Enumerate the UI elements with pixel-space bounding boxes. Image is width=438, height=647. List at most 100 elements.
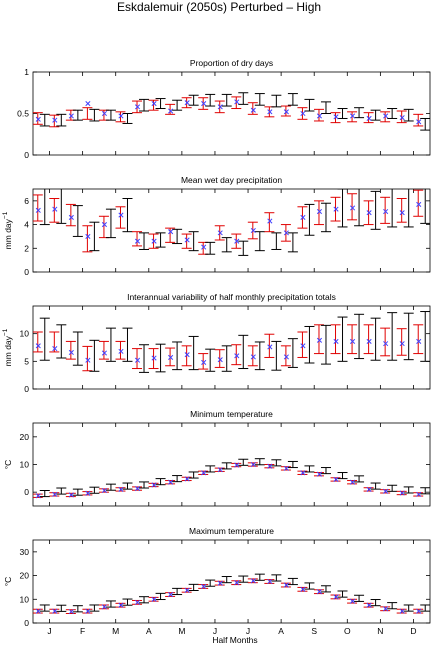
- cross-marker-b: [184, 587, 190, 593]
- cross-marker-b: [300, 110, 306, 117]
- cross-marker-b: [399, 341, 405, 347]
- cross-marker-b: [101, 222, 107, 228]
- x-tick-label: A: [278, 626, 284, 636]
- cross-marker-b: [134, 486, 141, 492]
- chart-title: Mean wet day precipitation: [181, 175, 282, 185]
- cross-marker-b: [316, 208, 323, 215]
- y-axis-label-text: mm day: [3, 218, 13, 249]
- y-tick-label: 6: [24, 196, 29, 206]
- cross-marker-b: [300, 214, 306, 221]
- cross-marker-b: [151, 238, 157, 244]
- cross-marker-b: [52, 206, 58, 212]
- x-tick-label: F: [80, 626, 85, 636]
- data-series: [33, 189, 430, 256]
- cross-marker-b: [134, 357, 141, 363]
- cross-marker-b: [85, 490, 91, 496]
- x-axis-label: Half Months: [212, 635, 257, 645]
- cross-marker-b: [350, 598, 356, 604]
- figure-title: Eskdalemuir (2050s) Perturbed – High: [117, 0, 321, 14]
- cross-marker-b: [168, 108, 174, 114]
- cross-marker-b: [168, 354, 174, 361]
- cross-marker-b: [201, 470, 207, 476]
- cross-marker-b: [267, 578, 273, 585]
- cross-marker-b: [184, 476, 190, 482]
- cross-marker-b: [366, 338, 372, 344]
- cross-marker-b: [52, 608, 58, 614]
- cross-marker-b: [234, 580, 240, 586]
- cross-marker-b: [283, 465, 289, 471]
- x-tick-label: A: [146, 626, 152, 636]
- cross-marker-b: [201, 359, 207, 365]
- y-tick-label: 1: [24, 67, 29, 77]
- cross-marker-b: [383, 606, 389, 612]
- y-axis-label-text: °C: [3, 460, 13, 470]
- cross-marker-b: [316, 471, 323, 477]
- x-tick-label: D: [410, 626, 416, 636]
- y-axis-label-superscript: −1: [2, 328, 9, 336]
- data-series: [33, 311, 430, 373]
- chart-panel-1: Mean wet day precipitation 0 2 4 6 mm day−1: [2, 175, 431, 277]
- cross-marker-b: [168, 591, 174, 598]
- cross-marker-b: [68, 214, 74, 221]
- cross-marker-b: [184, 352, 190, 358]
- cross-marker-b: [101, 110, 107, 117]
- cross-marker-b: [151, 355, 157, 361]
- cross-marker-b: [118, 212, 124, 218]
- chart-title: Minimum temperature: [190, 409, 273, 419]
- cross-marker-b: [333, 476, 339, 482]
- cross-marker-b: [416, 119, 422, 125]
- cross-marker-b: [101, 350, 107, 356]
- cross-marker-b: [35, 343, 41, 349]
- cross-marker-b: [35, 493, 41, 499]
- y-tick-label: 20: [20, 432, 30, 442]
- cross-marker-b: [134, 238, 141, 244]
- cross-marker-b: [101, 604, 107, 610]
- cross-marker-b: [118, 602, 124, 608]
- x-tick-label: S: [311, 626, 317, 636]
- cross-marker-b: [217, 467, 223, 473]
- y-tick-label: 0.5: [17, 109, 29, 119]
- cross-marker-b: [234, 462, 240, 468]
- cross-marker-b: [350, 113, 356, 119]
- chart-title: Interannual variability of half monthly …: [127, 292, 336, 302]
- cross-marker-b: [267, 463, 273, 469]
- cross-marker-b: [68, 609, 74, 615]
- cross-marker-b: [316, 113, 323, 119]
- cross-marker-b: [101, 487, 107, 494]
- cross-marker-b: [383, 113, 389, 119]
- cross-marker-b: [35, 608, 41, 614]
- y-axis-label: mm day−1: [2, 328, 13, 366]
- cross-marker-b: [350, 338, 356, 344]
- cross-marker-b: [35, 207, 41, 213]
- y-tick-label: 10: [20, 594, 30, 604]
- cross-marker-b: [250, 461, 256, 468]
- cross-marker-b: [52, 491, 58, 497]
- cross-marker-b: [399, 115, 405, 121]
- chart-panel-2: Interannual variability of half monthly …: [2, 292, 431, 394]
- cross-marker-b: [300, 470, 306, 476]
- chart-panels: Proportion of dry days 0 0.5 1 Mean wet day …: [2, 58, 431, 636]
- y-tick-label: 0: [24, 618, 29, 628]
- cross-marker-b: [250, 578, 256, 584]
- cross-marker-b: [399, 210, 405, 216]
- cross-marker-b: [316, 337, 323, 343]
- cross-marker-b: [85, 100, 91, 107]
- cross-marker-b: [168, 229, 174, 235]
- cross-marker-b: [250, 227, 256, 234]
- x-tick-label: M: [178, 626, 185, 636]
- cross-marker-b: [184, 100, 190, 106]
- cross-marker-b: [416, 491, 422, 497]
- cross-marker-b: [383, 208, 389, 215]
- cross-marker-b: [85, 357, 91, 363]
- cross-marker-b: [283, 230, 289, 236]
- cross-marker-b: [118, 113, 124, 119]
- cross-marker-b: [151, 482, 157, 488]
- y-tick-label: 0: [24, 384, 29, 394]
- cross-marker-b: [234, 353, 240, 359]
- cross-marker-b: [217, 580, 223, 586]
- cross-marker-b: [85, 233, 91, 239]
- cross-marker-b: [234, 238, 240, 244]
- cross-marker-b: [134, 104, 141, 110]
- cross-marker-b: [300, 586, 306, 592]
- cross-marker-b: [383, 341, 389, 347]
